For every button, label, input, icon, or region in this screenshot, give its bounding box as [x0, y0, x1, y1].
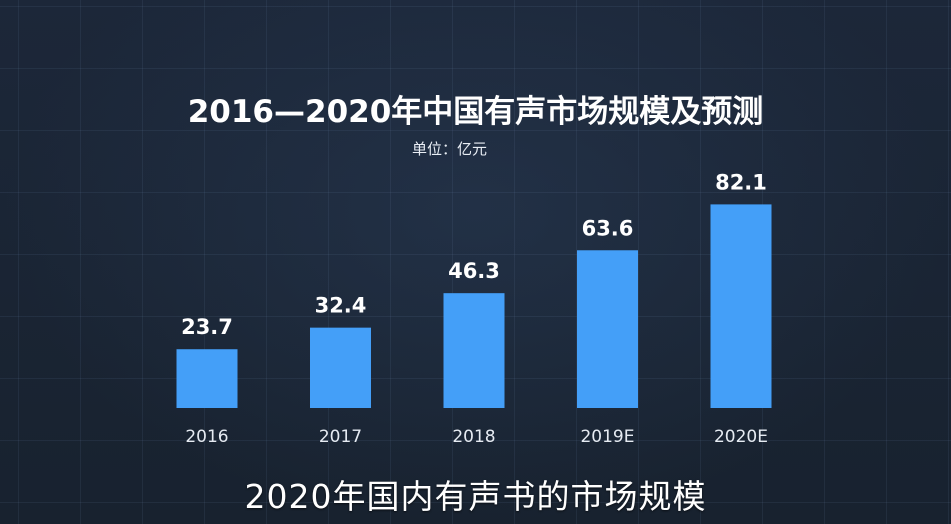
data-label-2018: 46.3: [448, 259, 500, 283]
data-label-2017: 32.4: [315, 294, 367, 318]
bar-2017: [310, 327, 371, 408]
data-label-2016: 23.7: [181, 315, 233, 339]
chart-title: 2016—2020年中国有声市场规模及预测: [187, 94, 764, 130]
unit-label: 单位：亿元: [412, 140, 488, 158]
bar-2019E: [577, 250, 638, 408]
x-tick-label-2016: 2016: [185, 427, 228, 447]
x-tick-label-2017: 2017: [319, 427, 362, 447]
bar-2020E: [710, 204, 772, 408]
data-label-2020E: 82.1: [715, 170, 767, 194]
bar-2016: [176, 349, 238, 408]
video-caption: 2020年国内有声书的市场规模: [244, 477, 707, 516]
bar-2018: [443, 293, 505, 408]
x-tick-label-2019E: 2019E: [580, 427, 634, 447]
x-tick-label-2018: 2018: [452, 427, 495, 447]
x-tick-label-2020E: 2020E: [714, 427, 768, 447]
data-label-2019E: 63.6: [582, 216, 634, 240]
